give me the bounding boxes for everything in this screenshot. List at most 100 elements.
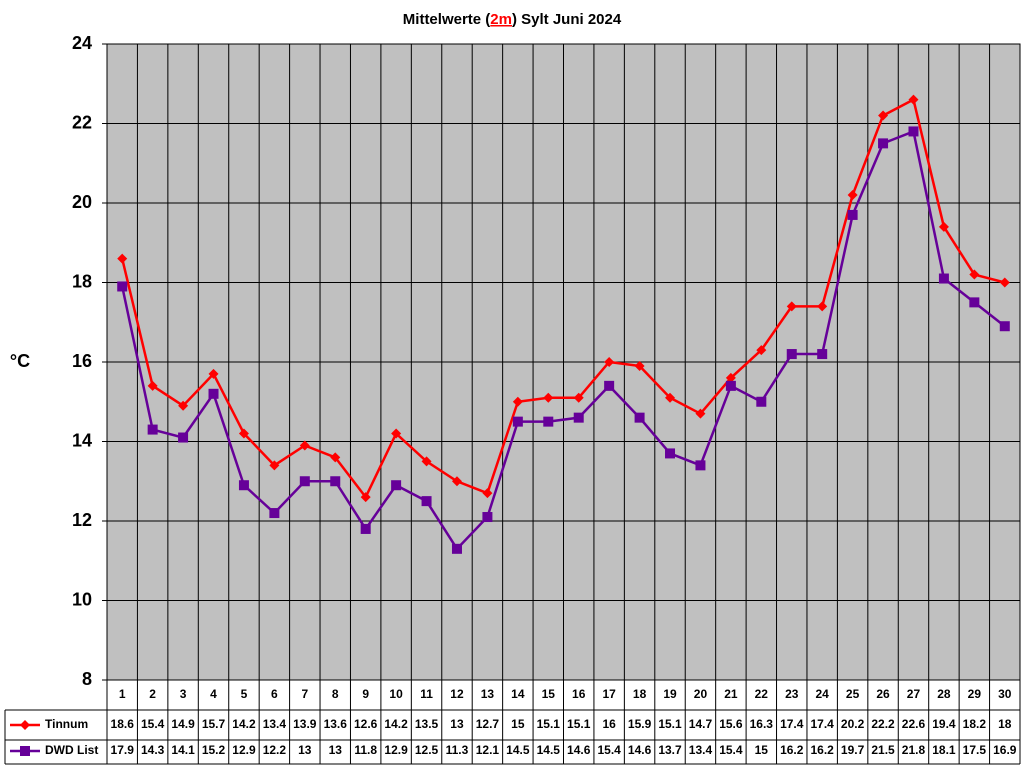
x-tick-label: 18 bbox=[633, 687, 647, 701]
table-value: 17.5 bbox=[963, 743, 987, 757]
legend-key-marker bbox=[20, 746, 30, 756]
data-point bbox=[573, 392, 584, 403]
table-value: 14.6 bbox=[628, 743, 652, 757]
data-point bbox=[178, 400, 189, 411]
x-tick-label: 17 bbox=[602, 687, 616, 701]
title-part: 2m bbox=[490, 11, 512, 28]
data-point bbox=[695, 408, 706, 419]
data-point bbox=[512, 416, 523, 427]
data-point bbox=[725, 380, 736, 391]
data-point bbox=[665, 392, 676, 403]
table-value: 11.3 bbox=[446, 743, 469, 757]
table-value: 14.2 bbox=[232, 717, 256, 731]
table-value: 15.4 bbox=[597, 743, 621, 757]
x-tick-label: 3 bbox=[180, 687, 187, 701]
title-part: ) Sylt Juni 2024 bbox=[512, 11, 622, 28]
x-tick-label: 20 bbox=[694, 687, 708, 701]
x-tick-label: 19 bbox=[663, 687, 677, 701]
table-value: 12.5 bbox=[415, 743, 439, 757]
x-tick-label: 16 bbox=[572, 687, 586, 701]
table-value: 14.9 bbox=[171, 717, 195, 731]
data-point bbox=[147, 380, 158, 391]
x-tick-label: 12 bbox=[450, 687, 464, 701]
table-value: 15.4 bbox=[141, 717, 165, 731]
x-tick-label: 13 bbox=[481, 687, 495, 701]
table-value: 12.9 bbox=[384, 743, 408, 757]
data-point bbox=[695, 460, 706, 471]
data-point bbox=[878, 110, 889, 121]
x-tick-label: 2 bbox=[149, 687, 156, 701]
data-point bbox=[847, 190, 858, 201]
x-tick-label: 30 bbox=[998, 687, 1012, 701]
data-point bbox=[269, 508, 280, 519]
y-axis-label: °C bbox=[10, 351, 30, 371]
table-value: 13.6 bbox=[324, 717, 348, 731]
table-value: 12.2 bbox=[263, 743, 287, 757]
data-point bbox=[360, 492, 371, 503]
x-tick-label: 4 bbox=[210, 687, 217, 701]
y-tick-label: 10 bbox=[72, 589, 92, 609]
data-point bbox=[878, 138, 889, 149]
table-value: 14.5 bbox=[537, 743, 561, 757]
data-point bbox=[421, 456, 432, 467]
data-point bbox=[908, 126, 919, 137]
data-point bbox=[999, 321, 1010, 332]
data-point bbox=[543, 416, 554, 427]
y-tick-label: 12 bbox=[72, 510, 92, 530]
y-tick-label: 16 bbox=[72, 351, 92, 371]
table-value: 19.7 bbox=[841, 743, 865, 757]
x-tick-label: 25 bbox=[846, 687, 860, 701]
data-point bbox=[604, 380, 615, 391]
table-value: 12.7 bbox=[476, 717, 500, 731]
data-point bbox=[573, 412, 584, 423]
data-point bbox=[269, 460, 280, 471]
table-value: 16.9 bbox=[993, 743, 1017, 757]
data-point bbox=[391, 480, 402, 491]
table-value: 15.6 bbox=[719, 717, 743, 731]
data-point bbox=[451, 543, 462, 554]
y-tick-label: 20 bbox=[72, 192, 92, 212]
data-point bbox=[391, 428, 402, 439]
data-point bbox=[482, 512, 493, 523]
y-tick-label: 24 bbox=[72, 33, 92, 53]
table-value: 20.2 bbox=[841, 717, 865, 731]
table-value: 15.7 bbox=[202, 717, 226, 731]
table-value: 15.1 bbox=[537, 717, 561, 731]
data-point bbox=[117, 281, 128, 292]
table-value: 18 bbox=[998, 717, 1012, 731]
legend-label: Tinnum bbox=[45, 717, 88, 731]
table-value: 12.1 bbox=[476, 743, 500, 757]
table-value: 18.1 bbox=[932, 743, 956, 757]
legend-key-marker bbox=[20, 720, 30, 730]
data-point bbox=[969, 297, 980, 308]
table-value: 16.2 bbox=[811, 743, 835, 757]
y-tick-label: 8 bbox=[82, 669, 92, 689]
table-value: 16.3 bbox=[750, 717, 774, 731]
data-point bbox=[847, 209, 858, 220]
data-point bbox=[543, 392, 554, 403]
data-point bbox=[725, 372, 736, 383]
x-tick-label: 23 bbox=[785, 687, 799, 701]
x-tick-label: 7 bbox=[301, 687, 308, 701]
table-value: 19.4 bbox=[932, 717, 956, 731]
x-tick-label: 6 bbox=[271, 687, 278, 701]
y-tick-label: 14 bbox=[72, 430, 92, 450]
table-value: 14.5 bbox=[506, 743, 530, 757]
data-point bbox=[634, 412, 645, 423]
data-point bbox=[756, 345, 767, 356]
table-value: 15.1 bbox=[567, 717, 591, 731]
table-value: 11.8 bbox=[354, 743, 377, 757]
table-value: 13 bbox=[298, 743, 312, 757]
chart-title: Mittelwerte (2m) Sylt Juni 2024 bbox=[403, 11, 622, 28]
data-point bbox=[360, 523, 371, 534]
x-tick-label: 29 bbox=[968, 687, 982, 701]
data-point bbox=[421, 496, 432, 507]
data-point bbox=[786, 349, 797, 360]
data-point bbox=[330, 476, 341, 487]
data-point bbox=[634, 360, 645, 371]
table-value: 22.6 bbox=[902, 717, 926, 731]
data-point bbox=[665, 448, 676, 459]
table-value: 15 bbox=[755, 743, 769, 757]
table-value: 18.2 bbox=[963, 717, 987, 731]
legend-label: DWD List bbox=[45, 743, 98, 757]
